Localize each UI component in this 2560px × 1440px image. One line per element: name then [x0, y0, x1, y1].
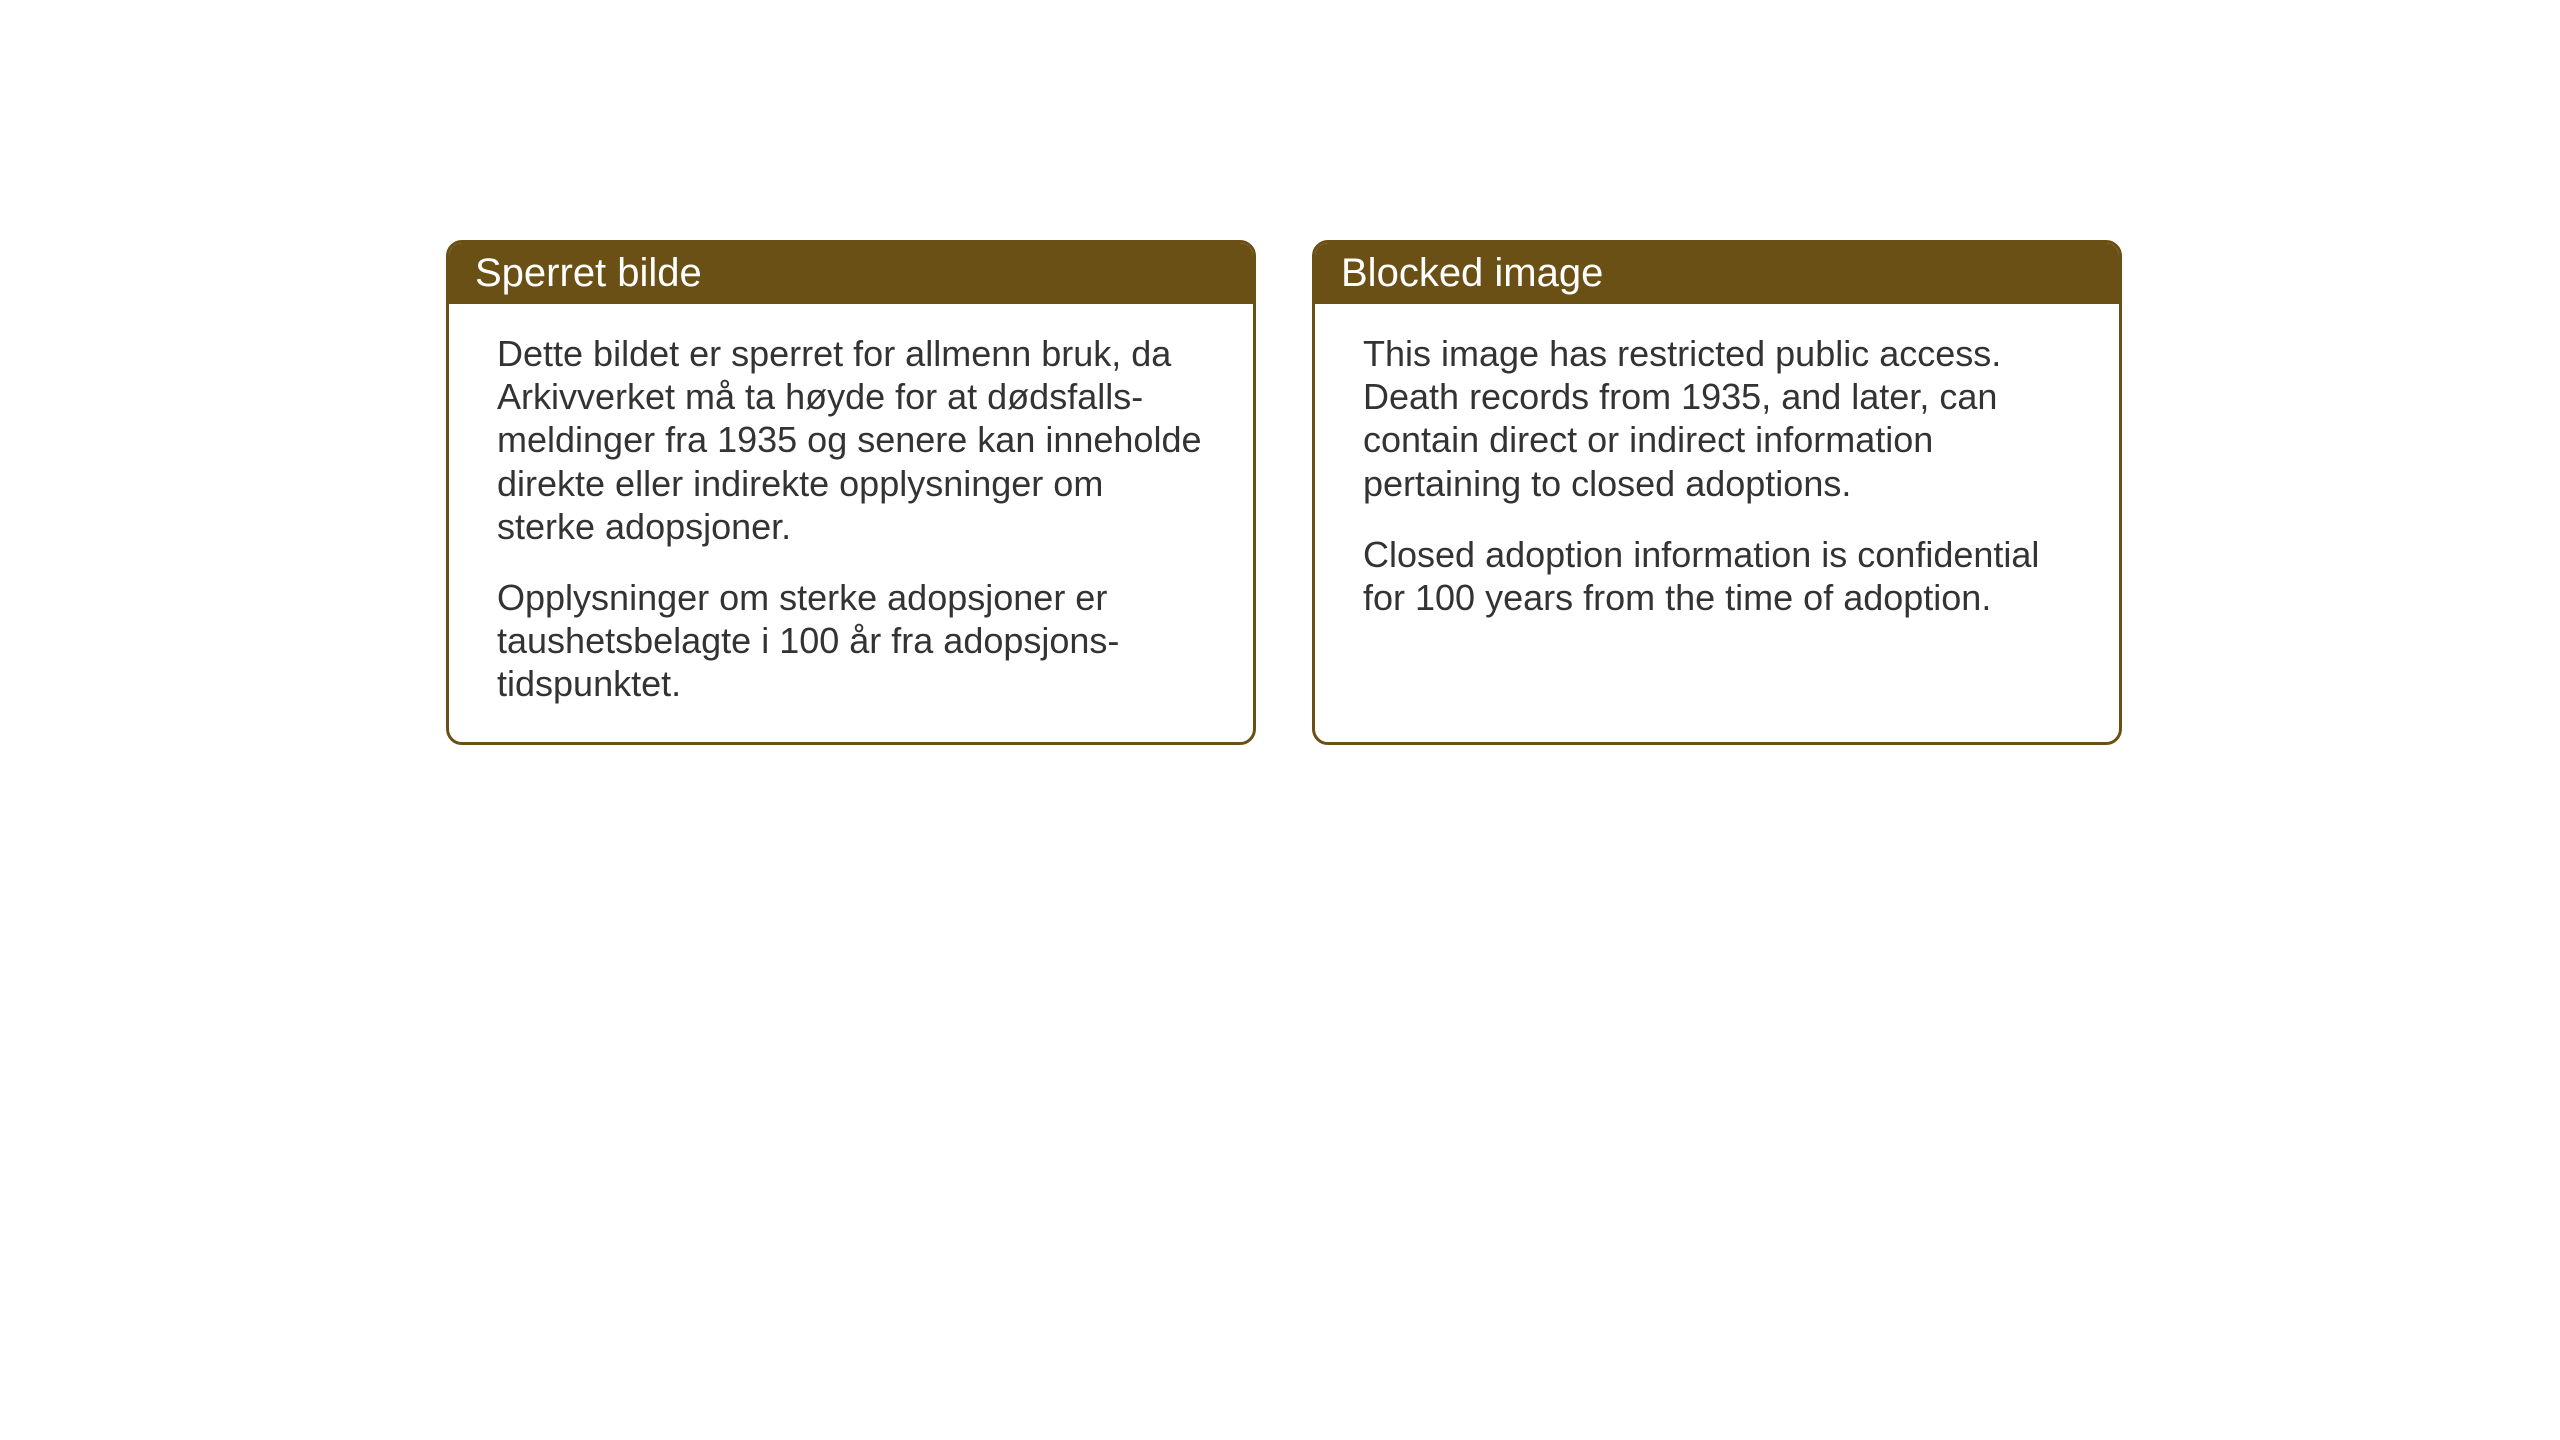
notice-paragraph-1-english: This image has restricted public access.… — [1363, 332, 2071, 505]
notice-header-norwegian: Sperret bilde — [449, 243, 1253, 304]
notice-paragraph-2-english: Closed adoption information is confident… — [1363, 533, 2071, 619]
notice-title-english: Blocked image — [1341, 251, 1603, 295]
notice-header-english: Blocked image — [1315, 243, 2119, 304]
notice-body-english: This image has restricted public access.… — [1315, 304, 2119, 655]
notice-box-english: Blocked image This image has restricted … — [1312, 240, 2122, 745]
notice-paragraph-2-norwegian: Opplysninger om sterke adopsjoner er tau… — [497, 576, 1205, 706]
notice-body-norwegian: Dette bildet er sperret for allmenn bruk… — [449, 304, 1253, 742]
notice-title-norwegian: Sperret bilde — [475, 251, 702, 295]
notice-paragraph-1-norwegian: Dette bildet er sperret for allmenn bruk… — [497, 332, 1205, 548]
notice-box-norwegian: Sperret bilde Dette bildet er sperret fo… — [446, 240, 1256, 745]
notice-container: Sperret bilde Dette bildet er sperret fo… — [446, 240, 2122, 745]
